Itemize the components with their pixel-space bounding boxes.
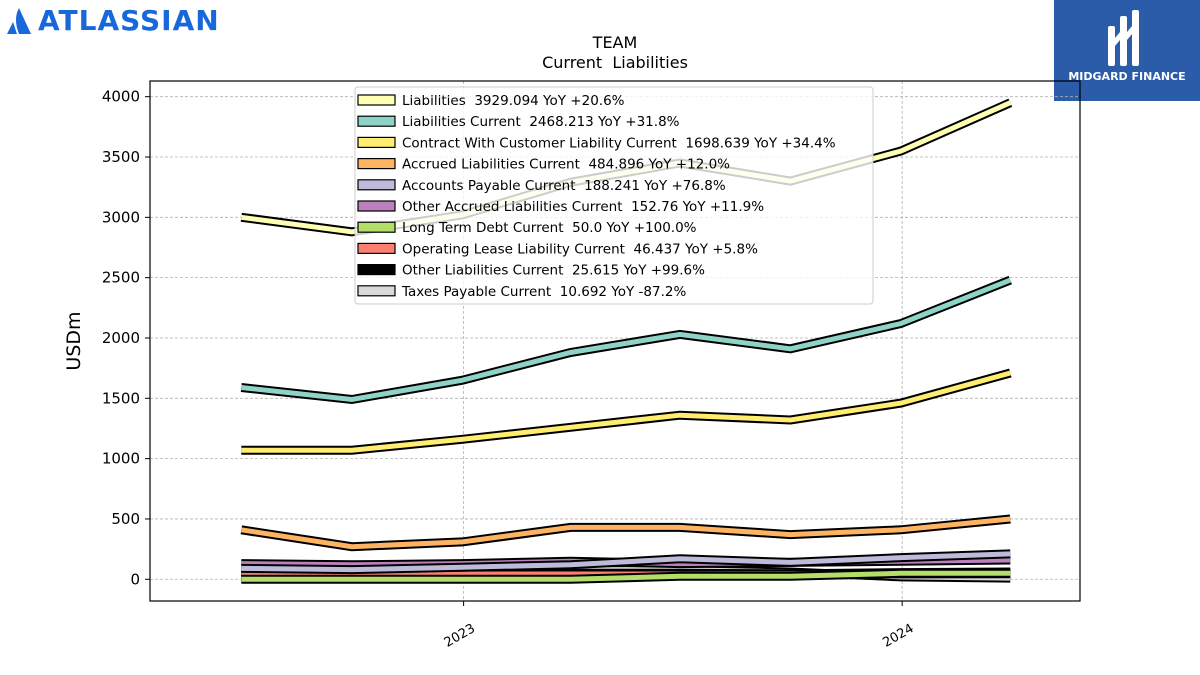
y-tick-label: 500 [111, 510, 140, 528]
midgard-finance-logo-icon [1108, 10, 1139, 66]
series-line [241, 570, 1011, 582]
plot-frame [149, 80, 1081, 602]
series-liabilities-current [240, 275, 1012, 405]
atlassian-logo-icon [7, 7, 31, 34]
legend-label: Liabilities Current 2468.213 YoY +31.8% [402, 114, 680, 130]
y-tick-label: 3000 [102, 208, 140, 226]
series-accrued-liabilities-current [240, 514, 1011, 552]
y-tick-label: 2000 [102, 329, 140, 347]
legend-swatch [357, 264, 396, 276]
series-contract-with-customer-liability-current [241, 368, 1012, 455]
series-line-outline [241, 368, 1012, 455]
legend-swatch [357, 179, 396, 191]
legend-label: Other Liabilities Current 25.615 YoY +99… [402, 263, 705, 279]
series-line [241, 277, 1012, 403]
series-accounts-payable-current [241, 549, 1011, 575]
legend-label: Operating Lease Liability Current 46.437… [402, 241, 758, 257]
y-tick-label: 3500 [102, 148, 140, 166]
series-line-outline [240, 514, 1011, 552]
legend-label: Accounts Payable Current 188.241 YoY +76… [402, 178, 726, 194]
legend-label: Taxes Payable Current 10.692 YoY -87.2% [401, 284, 686, 300]
legend-label: Long Term Debt Current 50.0 YoY +100.0% [402, 220, 697, 236]
midgard-finance-logo: MIDGARD FINANCE [1054, 0, 1200, 101]
series-line [240, 516, 1011, 550]
series-long-term-debt-current [241, 568, 1011, 584]
chart-title: TEAM [592, 33, 638, 52]
legend-swatch [357, 94, 396, 106]
series-line [241, 551, 1011, 573]
y-tick-label: 4000 [102, 88, 140, 106]
legend-label: Accrued Liabilities Current 484.896 YoY … [402, 157, 730, 173]
legend-swatch [357, 158, 396, 170]
x-tick-label: 2023 [442, 621, 478, 651]
legend-label: Other Accrued Liabilities Current 152.76… [402, 199, 764, 215]
atlassian-logo: ATLASSIAN [6, 4, 220, 37]
legend-swatch [357, 285, 396, 297]
legend-swatch [357, 221, 396, 233]
x-tick-label: 2024 [880, 621, 916, 651]
chart-subtitle: Current Liabilities [542, 53, 688, 72]
y-tick-label: 0 [130, 570, 140, 588]
legend-label: Liabilities 3929.094 YoY +20.6% [402, 93, 625, 109]
y-tick-label: 1000 [102, 450, 140, 468]
y-tick-label: 1500 [102, 389, 140, 407]
y-tick-label: 2500 [102, 269, 140, 287]
legend-swatch [357, 242, 396, 254]
legend-swatch [357, 136, 396, 148]
legend-swatch [357, 115, 396, 127]
series-line [241, 370, 1011, 453]
legend-swatch [357, 200, 396, 212]
legend-label: Contract With Customer Liability Current… [402, 135, 836, 151]
legend-box [354, 86, 874, 305]
midgard-finance-wordmark: MIDGARD FINANCE [1068, 70, 1186, 83]
y-axis-label: USDm [63, 311, 85, 370]
atlassian-wordmark: ATLASSIAN [38, 4, 220, 37]
